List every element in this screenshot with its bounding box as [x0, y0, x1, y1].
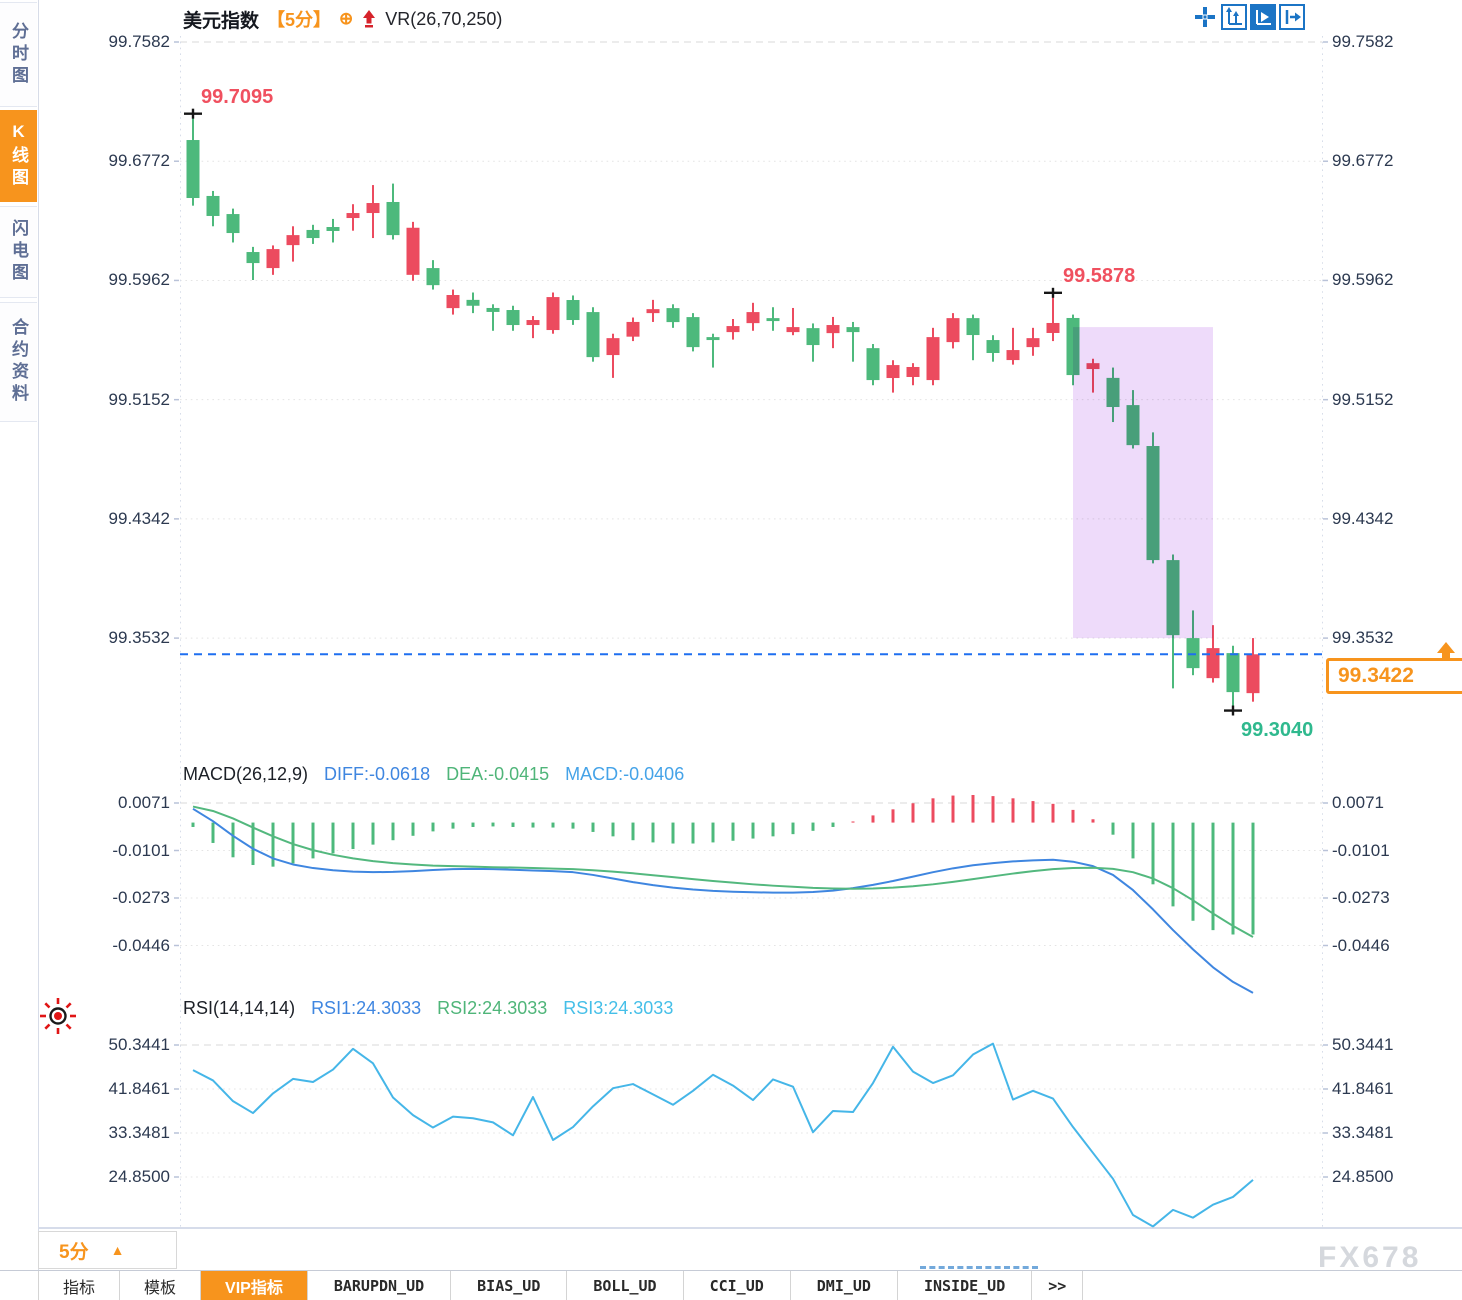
triangle-up-icon: ▲: [110, 1242, 125, 1258]
last-price-tag: 99.3422: [1326, 658, 1462, 695]
sidebar-item-kline-chart[interactable]: K线图: [0, 110, 37, 202]
indicator-tabbar: 指标 模板 VIP指标 BARUPDN_UD BIAS_UD BOLL_UD CCI_UD D…: [0, 1270, 1462, 1300]
overlay-indicator-label: VR(26,70,250): [385, 8, 503, 29]
axis-scale-icon[interactable]: [1221, 4, 1247, 30]
tab-barupdn[interactable]: BARUPDN_UD: [308, 1271, 452, 1300]
left-sidebar: 分时图 K线图闪电图合约资料: [0, 0, 39, 1270]
tab-dmi[interactable]: DMI_UD: [791, 1271, 898, 1300]
rsi-title[interactable]: RSI(14,14,14): [183, 998, 296, 1018]
tab-more[interactable]: >>: [1032, 1271, 1084, 1300]
tab-boll[interactable]: BOLL_UD: [567, 1271, 684, 1300]
tab-vip-indicator[interactable]: VIP指标: [201, 1271, 308, 1300]
price-up-arrow-icon: [1437, 642, 1455, 654]
tab-indicator[interactable]: 指标: [38, 1271, 121, 1300]
period-selector-value: 5分: [59, 1241, 89, 1263]
sidebar-item-contract-info[interactable]: 合约资料: [0, 302, 37, 422]
symbol-title: 美元指数: [183, 10, 260, 32]
macd-dea-value: DEA:-0.0415: [446, 764, 550, 784]
macd-value: MACD:-0.0406: [565, 764, 685, 784]
collapse-right-icon[interactable]: [1279, 4, 1305, 30]
tab-bias[interactable]: BIAS_UD: [451, 1271, 568, 1300]
dashed-marker: [920, 1266, 1038, 1269]
macd-diff-value: DIFF:-0.0618: [324, 764, 431, 784]
macd-header: MACD(26,12,9) DIFF:-0.0618 DEA:-0.0415 M…: [183, 764, 684, 785]
chart-canvas[interactable]: [0, 0, 1462, 1232]
rsi-header: RSI(14,14,14) RSI1:24.3033 RSI2:24.3033 …: [183, 998, 673, 1019]
macd-title[interactable]: MACD(26,12,9): [183, 764, 309, 784]
rsi1-value: RSI1:24.3033: [311, 998, 422, 1018]
period-selector[interactable]: 5分 ▲: [38, 1231, 177, 1269]
tab-cci[interactable]: CCI_UD: [684, 1271, 791, 1300]
last-price-value: 99.3422: [1338, 664, 1414, 688]
add-overlay-icon[interactable]: ⊕: [339, 9, 354, 28]
tab-template[interactable]: 模板: [120, 1271, 202, 1300]
rsi2-value: RSI2:24.3033: [437, 998, 548, 1018]
alert-sun-icon[interactable]: [38, 996, 78, 1036]
chart-header: 美元指数 【5分】 ⊕ VR(26,70,250): [183, 6, 502, 32]
period-label[interactable]: 【5分】: [267, 10, 332, 30]
pan-crosshair-icon[interactable]: [1192, 4, 1218, 30]
sidebar-item-time-chart[interactable]: 分时图: [0, 2, 37, 107]
rsi3-value: RSI3:24.3033: [563, 998, 674, 1018]
axis-play-icon[interactable]: [1250, 4, 1276, 30]
tab-inside[interactable]: INSIDE_UD: [898, 1271, 1033, 1300]
sidebar-item-flash-chart[interactable]: 闪电图: [0, 206, 37, 298]
chart-toolbar: [1192, 4, 1305, 30]
price-up-arrow-stem: [1442, 653, 1450, 662]
red-up-arrow-icon: [363, 10, 376, 28]
